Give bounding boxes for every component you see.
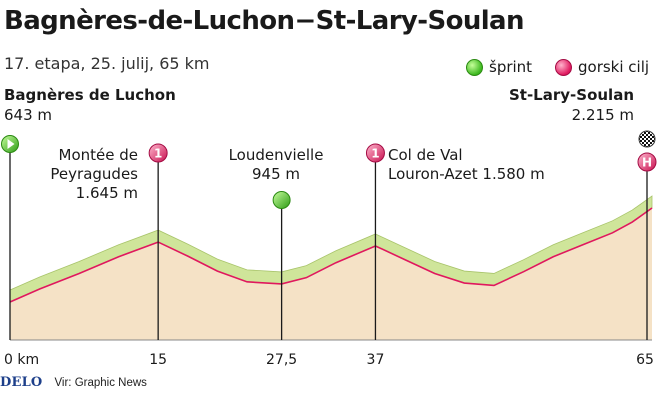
mountain-icon	[365, 143, 385, 163]
category-badge: H	[642, 156, 652, 170]
category-badge: 1	[154, 147, 162, 161]
profile-line	[9, 207, 653, 303]
climb-1-elevation: 1.645 m	[75, 184, 138, 202]
chart-title: Bagnères-de-Luchon−St-Lary-Soulan	[4, 6, 525, 36]
x-tick-label: 0 km	[4, 352, 39, 368]
stage-subtitle: 17. etapa, 25. julij, 65 km	[4, 54, 210, 73]
climb-1-label: Montée de Peyragudes 1.645 m	[50, 146, 138, 203]
start-elevation: 643 m	[4, 106, 53, 124]
sprint-label: Loudenvielle 945 m	[216, 146, 336, 184]
legend-sprint-label: šprint	[489, 58, 533, 76]
climb-2-line1: Col de Val	[388, 146, 463, 164]
climb-2-line2: Louron-Azet 1.580 m	[388, 165, 545, 183]
legend-kom: gorski cilj	[555, 58, 649, 76]
finish-name: St-Lary-Soulan	[508, 86, 634, 104]
x-tick-label: 65	[636, 352, 654, 368]
legend-sprint: šprint	[466, 58, 532, 76]
footer: DELO Vir: Graphic News	[0, 375, 147, 390]
delo-logo: DELO	[0, 375, 43, 390]
mountain-icon	[148, 143, 168, 163]
climb-1-line2: Peyragudes	[50, 165, 138, 183]
checkered-flag-icon	[638, 130, 656, 148]
climb-2-label: Col de Val Louron-Azet 1.580 m	[388, 146, 545, 184]
source-credit: Vir: Graphic News	[54, 377, 147, 389]
profile-area	[10, 208, 652, 340]
x-tick-label: 37	[367, 352, 385, 368]
climb-1-line1: Montée de	[58, 146, 138, 164]
mountain-icon	[555, 58, 572, 76]
x-tick-label: 27,5	[266, 352, 297, 368]
x-tick-label: 15	[149, 352, 167, 368]
play-icon	[7, 139, 15, 149]
finish-elevation: 2.215 m	[571, 106, 634, 124]
mountain-icon	[637, 152, 657, 172]
sprint-name: Loudenvielle	[228, 146, 324, 164]
category-badge: 1	[371, 147, 379, 161]
sprint-icon	[272, 191, 291, 209]
start-name: Bagnères de Luchon	[4, 86, 176, 104]
sprint-icon	[466, 58, 483, 76]
sprint-elevation: 945 m	[251, 165, 300, 183]
legend-kom-label: gorski cilj	[578, 58, 650, 76]
